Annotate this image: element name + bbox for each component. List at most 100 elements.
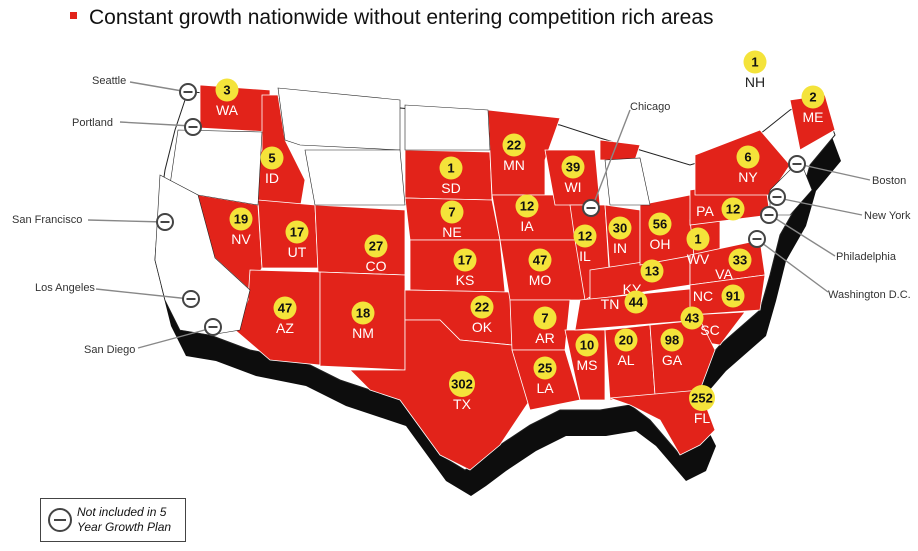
badge-count-tn: 44 xyxy=(629,295,644,310)
state-abbr-mo: MO xyxy=(529,272,552,288)
badge-ok xyxy=(470,295,494,319)
state-abbr-az: AZ xyxy=(276,320,294,336)
badge-count-pa: 12 xyxy=(726,202,740,217)
badge-count-mo: 47 xyxy=(533,253,547,268)
badge-count-sd: 1 xyxy=(447,161,454,176)
leader-boston xyxy=(797,163,871,181)
badge-id xyxy=(260,146,284,170)
state-abbr-wa: WA xyxy=(216,102,239,118)
badge-count-fl: 252 xyxy=(691,391,713,406)
state-abbr-nc: NC xyxy=(693,288,713,304)
leader-new-york xyxy=(777,197,863,216)
state-abbr-oh: OH xyxy=(650,236,671,252)
city-washington: Washington D.C. xyxy=(828,289,911,301)
badge-ny xyxy=(736,145,760,169)
legend-line-1: Not included in 5 xyxy=(77,505,167,519)
state-abbr-ia: IA xyxy=(520,218,534,234)
badge-la xyxy=(533,356,557,380)
badge-count-ut: 17 xyxy=(290,225,304,240)
badge-wa xyxy=(215,78,239,102)
state-abbr-nv: NV xyxy=(231,231,251,247)
badge-in xyxy=(608,216,632,240)
badge-ms xyxy=(575,333,599,357)
state-abbr-ms: MS xyxy=(577,357,598,373)
excluded-marker-washington xyxy=(748,230,766,248)
title-text: Constant growth nationwide without enter… xyxy=(89,6,714,29)
state-co xyxy=(314,204,406,276)
state-abbr-id: ID xyxy=(265,170,279,186)
state-abbr-ks: KS xyxy=(456,272,475,288)
city-san-francisco: San Francisco xyxy=(12,214,82,226)
badge-tx xyxy=(449,371,475,397)
badge-pa xyxy=(721,197,745,221)
state-mi xyxy=(604,157,651,206)
badge-ky xyxy=(640,259,664,283)
leader-portland xyxy=(119,121,193,127)
badge-sc xyxy=(680,306,704,330)
badge-count-ny: 6 xyxy=(744,150,751,165)
city-san-diego: San Diego xyxy=(84,344,135,356)
page-title: Constant growth nationwide without enter… xyxy=(70,6,714,30)
state-tx xyxy=(349,319,531,471)
badge-count-il: 12 xyxy=(578,229,592,244)
badge-count-ar: 7 xyxy=(541,311,548,326)
leader-washington xyxy=(757,239,829,293)
state-mt xyxy=(277,87,401,151)
badge-nv xyxy=(229,207,253,231)
state-abbr-in: IN xyxy=(613,240,627,256)
excluded-marker-san-francisco xyxy=(156,213,174,231)
state-abbr-ok: OK xyxy=(472,319,493,335)
badge-nm xyxy=(351,301,375,325)
badge-tn xyxy=(624,290,648,314)
badge-count-wv: 1 xyxy=(694,232,701,247)
excluded-city-markers xyxy=(156,83,806,336)
badge-al xyxy=(614,328,638,352)
badge-count-ok: 22 xyxy=(475,300,489,315)
badge-count-wa: 3 xyxy=(223,83,230,98)
badge-ne xyxy=(440,200,464,224)
state-abbr-nm: NM xyxy=(352,325,374,341)
badge-count-co: 27 xyxy=(369,239,383,254)
badge-count-ga: 98 xyxy=(665,333,679,348)
badge-ia xyxy=(515,194,539,218)
state-abbr-wv: WV xyxy=(687,251,710,267)
state-abbr-va: VA xyxy=(715,266,733,282)
state-abbr-ar: AR xyxy=(535,330,554,346)
excluded-marker-boston xyxy=(788,155,806,173)
badge-fl xyxy=(689,385,715,411)
legend-line-2: Year Growth Plan xyxy=(77,520,172,534)
leader-los-angeles xyxy=(95,288,191,300)
badge-count-ia: 12 xyxy=(520,199,534,214)
state-abbr-sc: SC xyxy=(700,322,719,338)
minus-circle-icon xyxy=(48,508,72,532)
badge-ar xyxy=(533,306,557,330)
badge-count-nh: 1 xyxy=(751,55,758,70)
state-mn xyxy=(487,109,561,196)
badge-count-al: 20 xyxy=(619,333,633,348)
badge-count-nc: 91 xyxy=(726,289,740,304)
badge-mn xyxy=(502,133,526,157)
badge-count-ne: 7 xyxy=(448,205,455,220)
badge-count-oh: 56 xyxy=(653,217,667,232)
badge-count-in: 30 xyxy=(613,221,627,236)
city-portland: Portland xyxy=(72,117,113,129)
leader-san-diego xyxy=(137,327,213,349)
excluded-marker-philadelphia xyxy=(760,206,778,224)
leader-philadelphia xyxy=(769,214,836,257)
city-labels: Seattle Portland San Francisco Los Angel… xyxy=(12,75,911,356)
leader-san-francisco xyxy=(87,219,166,223)
badge-count-wi: 39 xyxy=(566,160,580,175)
badge-va xyxy=(728,248,752,272)
excluded-marker-san-diego xyxy=(204,318,222,336)
badge-count-ky: 13 xyxy=(645,264,659,279)
badge-count-ms: 10 xyxy=(580,338,594,353)
badge-count-me: 2 xyxy=(809,90,816,105)
legend-text: Not included in 5 Year Growth Plan xyxy=(77,505,171,535)
badge-count-az: 47 xyxy=(278,301,292,316)
title-bullet-icon xyxy=(70,11,77,19)
state-abbr-ne: NE xyxy=(442,224,461,240)
badge-count-id: 5 xyxy=(268,151,275,166)
badge-count-tx: 302 xyxy=(451,377,473,392)
badge-ut xyxy=(285,220,309,244)
